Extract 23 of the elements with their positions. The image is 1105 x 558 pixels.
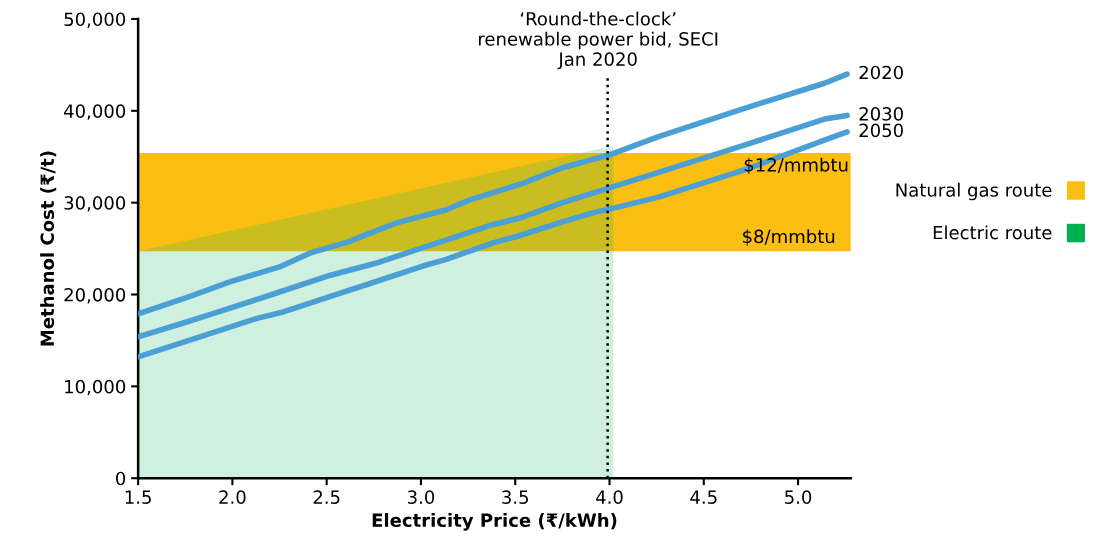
- annotation: $8/mmbtu: [743, 229, 835, 246]
- x-tick-label: 5.0: [785, 490, 812, 504]
- series-label: 2020: [859, 65, 903, 80]
- y-tick-label: 10,000: [65, 379, 126, 396]
- series-label: 2050: [859, 123, 903, 138]
- y-tick-label: 40,000: [64, 104, 126, 120]
- y-tick-label: 50,000: [64, 12, 126, 28]
- band-label: Natural gas route: [896, 182, 1052, 201]
- y-axis-title: Methanol Cost (₹/t): [40, 151, 57, 346]
- series-label: 2030: [859, 106, 903, 121]
- x-tick-label: 3.5: [502, 490, 529, 504]
- x-axis-title: Electricity Price (₹/kWh): [372, 513, 617, 531]
- y-tick-label: 20,000: [64, 287, 126, 304]
- ref-line-label: ‘Round-the-clock’ renewable power bid, SECI Jan 2020: [479, 11, 718, 70]
- x-tick-label: 4.5: [690, 490, 717, 504]
- x-tick-label: 1.5: [125, 490, 151, 504]
- x-tick-label: 3.0: [407, 490, 435, 504]
- legend-label: Electric route: [933, 225, 1052, 240]
- x-tick-label: 2.0: [219, 490, 246, 504]
- y-tick-label: 0: [116, 471, 126, 486]
- y-tick-label: 30,000: [64, 196, 126, 212]
- x-tick-label: 4.0: [596, 490, 623, 504]
- x-tick-label: 2.5: [313, 490, 340, 504]
